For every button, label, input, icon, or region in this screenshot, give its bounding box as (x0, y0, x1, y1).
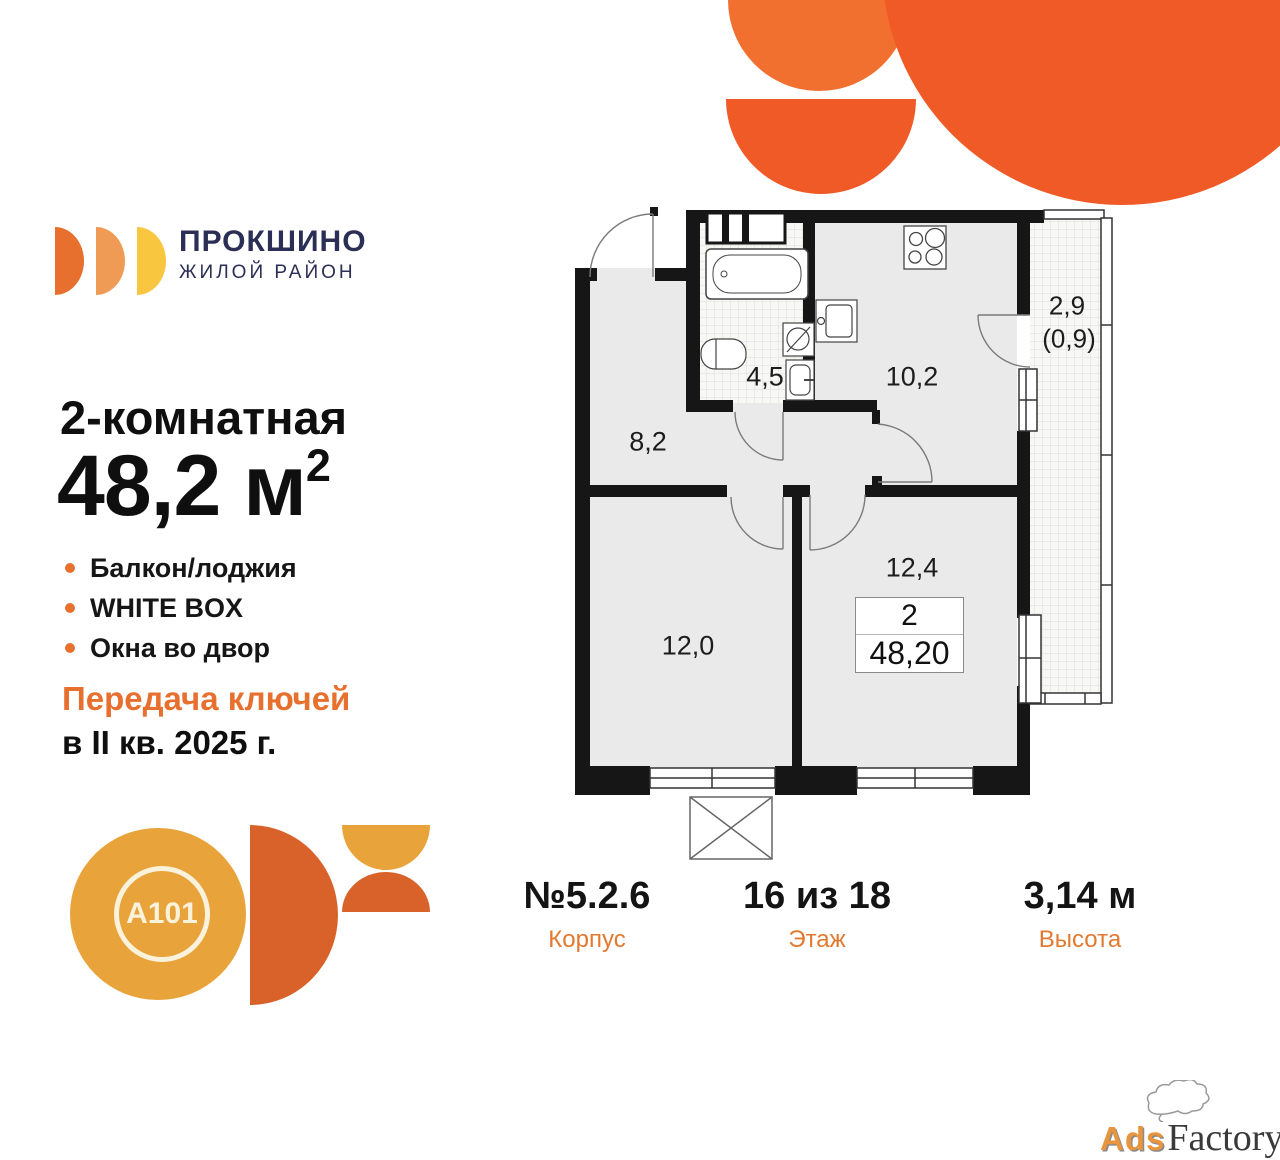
feature-label: Окна во двор (90, 633, 270, 663)
floor-plan-drawing (575, 207, 1113, 860)
building-value: №5.2.6 (523, 875, 651, 917)
a101-hourglass-bottom-icon (342, 872, 430, 912)
balcony-glazing (1029, 209, 1113, 705)
feature-item: Окна во двор (65, 628, 297, 668)
ac-basket (689, 796, 773, 860)
bullet-icon (65, 603, 75, 613)
apartment-area: 48,2 м2 (57, 437, 331, 536)
room-label-balcony-reduced: (0,9) (1042, 323, 1096, 354)
room-label-kitchen: 10,2 (885, 361, 939, 392)
floor-value: 16 из 18 (743, 875, 891, 917)
floor-plan: 8,2 4,5 10,2 12,0 12,4 2,9 (0,9) 2 48,20 (570, 205, 1115, 865)
apartment-type-title: 2-комнатная (60, 391, 348, 444)
handover-line2: в II кв. 2025 г. (62, 724, 277, 761)
brand-subtitle: ЖИЛОЙ РАЙОН (179, 262, 356, 283)
deco-semicircle-top-icon (728, 0, 910, 91)
deco-semicircle-bottom-icon (726, 99, 916, 194)
halfcircle-yellow-icon (137, 227, 166, 295)
a101-hourglass-top-icon (342, 825, 430, 870)
toilet-icon (700, 338, 747, 370)
watermark-ads: Ads (1100, 1120, 1166, 1157)
feature-label: Балкон/лоджия (90, 553, 297, 583)
feature-item: Балкон/лоджия (65, 548, 297, 588)
deco-large-circle-icon (882, 0, 1280, 205)
bathtub-icon (705, 248, 809, 300)
detail-height: 3,14 м Высота (960, 875, 1200, 954)
stove-icon (903, 225, 947, 270)
a101-halfcircle-icon (250, 825, 338, 1005)
a101-logo: A101 (70, 820, 450, 1035)
plan-summary-badge: 2 48,20 (855, 597, 964, 673)
watermark-factory: Factory (1167, 1117, 1280, 1159)
room-label-room2: 12,4 (885, 552, 939, 583)
windows (649, 368, 1042, 789)
room-label-bathroom: 4,5 (746, 361, 784, 392)
handover-line1: Передача ключей (62, 680, 351, 717)
washing-machine-icon (782, 322, 815, 357)
bullet-icon (65, 563, 75, 573)
badge-room-count: 2 (856, 598, 963, 635)
feature-label: WHITE BOX (90, 593, 243, 623)
bathroom-sink-icon (785, 359, 815, 401)
adsfactory-watermark: AdsFactory (1098, 1080, 1280, 1160)
detail-floor: 16 из 18 Этаж (697, 875, 937, 954)
prokshino-logo-text: ПРОКШИНО ЖИЛОЙ РАЙОН (179, 225, 367, 284)
floor-label: Этаж (788, 926, 846, 953)
doors (589, 213, 1031, 551)
area-superscript: 2 (305, 440, 331, 491)
room-label-room1: 12,0 (661, 630, 715, 661)
prokshino-logo: ПРОКШИНО ЖИЛОЙ РАЙОН (55, 225, 367, 295)
badge-total-area: 48,20 (869, 635, 950, 671)
detail-building: №5.2.6 Корпус (467, 875, 707, 954)
vent-shaft (705, 211, 787, 245)
feature-list: Балкон/лоджия WHITE BOX Окна во двор (65, 548, 297, 668)
height-label: Высота (1038, 926, 1122, 953)
feature-item: WHITE BOX (65, 588, 297, 628)
adsfactory-text: AdsFactory (1100, 1116, 1280, 1160)
kitchen-sink-icon (815, 299, 858, 343)
smoke-cloud-icon (1146, 1080, 1210, 1122)
brand-name: ПРОКШИНО (179, 225, 367, 258)
halfcircle-lightorange-icon (96, 227, 125, 295)
height-value: 3,14 м (1023, 875, 1137, 917)
a101-ring-label: A101 (114, 866, 210, 962)
building-label: Корпус (548, 926, 626, 953)
prokshino-logo-icon (55, 225, 167, 295)
area-value: 48,2 м (57, 438, 307, 534)
bullet-icon (65, 643, 75, 653)
room-label-hall: 8,2 (629, 426, 667, 457)
room-label-balcony: 2,9 (1048, 290, 1086, 321)
halfcircle-orange-icon (55, 227, 84, 295)
